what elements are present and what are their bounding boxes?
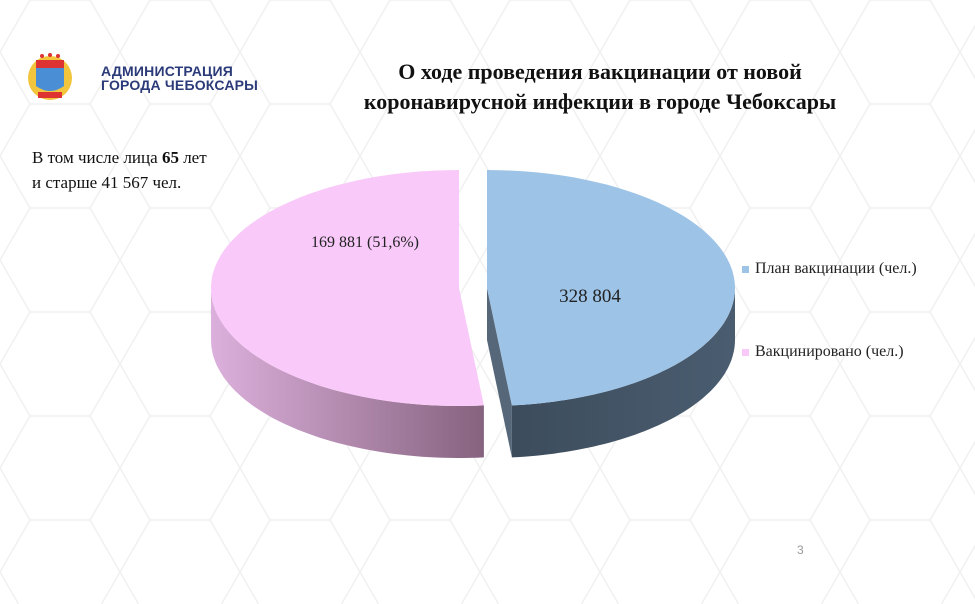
note-prefix: В том числе лица — [32, 148, 162, 167]
note-suffix: лет — [178, 148, 207, 167]
vaccinated-slice[interactable] — [211, 170, 484, 406]
legend-item-vaccinated: Вакцинировано (чел.) — [742, 343, 904, 361]
legend-swatch-plan — [742, 265, 749, 273]
vaccinated-slice-side — [211, 288, 484, 458]
plan-slice[interactable] — [487, 170, 735, 406]
plan-data-label: 328 804 — [559, 286, 621, 307]
age-note: В том числе лица 65 лет и старше 41 567 … — [32, 145, 207, 195]
legend-label-vaccinated: Вакцинировано (чел.) — [755, 343, 904, 360]
legend-item-plan: План вакцинации (чел.) — [742, 260, 917, 278]
plan-slice-side — [511, 288, 735, 458]
title-line2: коронавирусной инфекции в городе Чебокса… — [363, 89, 837, 114]
vaccinated-data-label: 169 881 (51,6%) — [311, 234, 419, 251]
logo-text: АДМИНИСТРАЦИЯ ГОРОДА ЧЕБОКСАРЫ — [101, 64, 258, 92]
logo-text-line2: ГОРОДА ЧЕБОКСАРЫ — [101, 77, 259, 93]
legend-label-plan: План вакцинации (чел.) — [755, 260, 917, 277]
page-number: 3 — [797, 543, 804, 557]
legend-swatch-vaccinated — [742, 348, 749, 356]
logo-text-line1: АДМИНИСТРАЦИЯ — [101, 63, 233, 79]
title-line1: О ходе проведения вакцинации от новой — [398, 59, 802, 84]
city-coat-of-arms-logo — [28, 53, 72, 100]
note-bold: 65 — [161, 148, 179, 167]
plan-slice-cut-face — [487, 288, 512, 458]
slide-title: О ходе проведения вакцинации от новой ко… — [300, 57, 900, 117]
note-line2: и старше 41 567 чел. — [32, 173, 182, 192]
